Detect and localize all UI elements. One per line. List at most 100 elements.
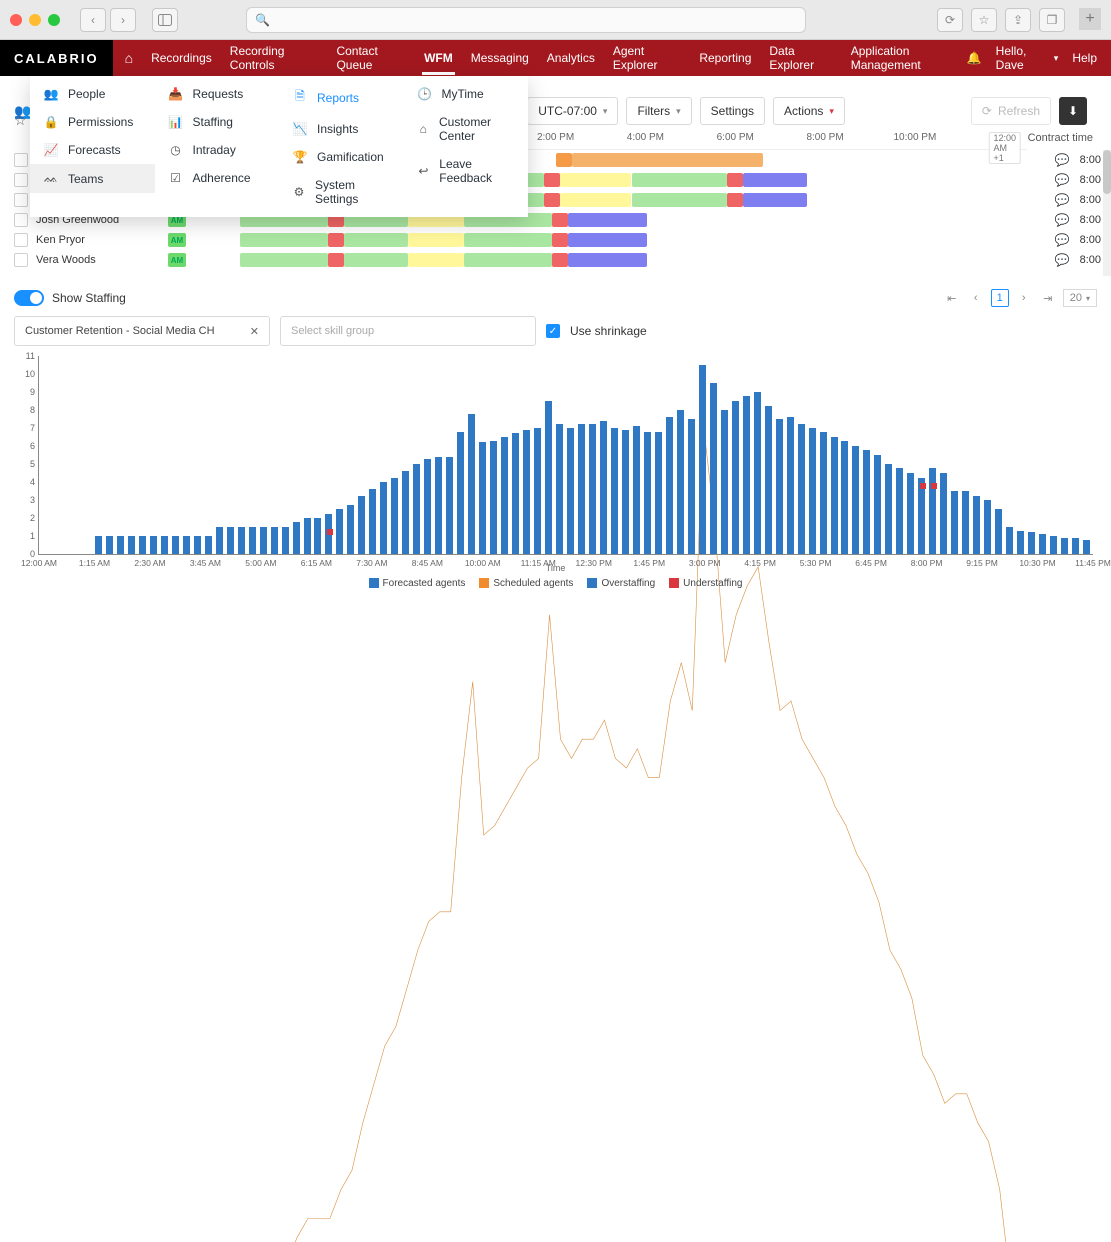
tabs-button[interactable]: ❐ xyxy=(1039,8,1065,32)
pager-last-button[interactable]: ⇥ xyxy=(1039,289,1057,307)
submenu-item-permissions[interactable]: 🔒Permissions xyxy=(30,108,155,136)
use-shrinkage-checkbox[interactable]: ✓ xyxy=(546,324,560,338)
nav-item-data-explorer[interactable]: Data Explorer xyxy=(767,34,834,82)
schedule-segment[interactable] xyxy=(552,253,568,267)
schedule-segment[interactable] xyxy=(544,193,560,207)
schedule-segment[interactable] xyxy=(544,173,560,187)
schedule-segment[interactable] xyxy=(560,173,632,187)
schedule-segment[interactable] xyxy=(632,173,728,187)
minimize-window-icon[interactable] xyxy=(29,14,41,26)
schedule-segment[interactable] xyxy=(408,233,464,247)
pager-prev-button[interactable]: ‹ xyxy=(967,289,985,307)
settings-button[interactable]: Settings xyxy=(700,97,765,125)
submenu-item-reports[interactable]: 🗎Reports xyxy=(279,80,404,115)
schedule-segment[interactable] xyxy=(727,173,743,187)
sidebar-toggle-button[interactable] xyxy=(152,8,178,32)
pager-page-1[interactable]: 1 xyxy=(991,289,1009,307)
nav-item-recordings[interactable]: Recordings xyxy=(149,41,214,75)
submenu-item-requests[interactable]: 📥Requests xyxy=(155,80,280,108)
submenu-item-people[interactable]: 👥People xyxy=(30,80,155,108)
nav-item-contact-queue[interactable]: Contact Queue xyxy=(334,34,408,82)
filters-button[interactable]: Filters ▾ xyxy=(626,97,691,125)
schedule-segment[interactable] xyxy=(743,193,807,207)
schedule-segment[interactable] xyxy=(552,213,568,227)
maximize-window-icon[interactable] xyxy=(48,14,60,26)
nav-item-wfm[interactable]: WFM xyxy=(422,41,455,75)
pager-first-button[interactable]: ⇤ xyxy=(943,289,961,307)
nav-item-application-management[interactable]: Application Management xyxy=(849,34,967,82)
agent-checkbox[interactable] xyxy=(14,173,28,187)
nav-item-recording-controls[interactable]: Recording Controls xyxy=(228,34,321,82)
browser-forward-button[interactable]: › xyxy=(110,8,136,32)
schedule-segment[interactable] xyxy=(240,253,328,267)
pager-next-button[interactable]: › xyxy=(1015,289,1033,307)
schedule-segment[interactable] xyxy=(568,233,648,247)
schedule-segment[interactable] xyxy=(568,253,648,267)
nav-item-analytics[interactable]: Analytics xyxy=(545,41,597,75)
agent-schedule-track[interactable] xyxy=(232,252,1031,268)
address-bar[interactable]: 🔍 xyxy=(246,7,806,33)
submenu-item-customer-center[interactable]: ⌂Customer Center xyxy=(404,108,529,150)
submenu-item-staffing[interactable]: 📊Staffing xyxy=(155,108,280,136)
agent-checkbox[interactable] xyxy=(14,253,28,267)
note-icon[interactable]: 💬 xyxy=(1055,173,1070,187)
schedule-segment[interactable] xyxy=(344,253,408,267)
schedule-segment[interactable] xyxy=(328,233,344,247)
show-staffing-toggle[interactable] xyxy=(14,290,44,306)
actions-button[interactable]: Actions ▾ xyxy=(773,97,845,125)
submenu-item-mytime[interactable]: 🕒MyTime xyxy=(404,80,529,108)
skill-chip[interactable]: Customer Retention - Social Media CH ✕ xyxy=(14,316,270,346)
schedule-segment[interactable] xyxy=(328,253,344,267)
bookmark-button[interactable]: ☆ xyxy=(971,8,997,32)
nav-home-icon[interactable]: ⌂ xyxy=(123,40,135,76)
schedule-segment[interactable] xyxy=(344,233,408,247)
export-button[interactable]: ⬇ xyxy=(1059,97,1087,125)
submenu-item-leave-feedback[interactable]: ↩Leave Feedback xyxy=(404,150,529,192)
brand-logo[interactable]: CALABRIO xyxy=(0,40,113,76)
schedule-segment[interactable] xyxy=(408,253,464,267)
agent-row[interactable]: Ken PryorAM💬8:00 xyxy=(14,230,1101,250)
agent-checkbox[interactable] xyxy=(14,153,28,167)
submenu-item-adherence[interactable]: ☑Adherence xyxy=(155,164,280,192)
scrollbar-thumb[interactable] xyxy=(1103,150,1111,194)
submenu-item-gamification[interactable]: 🏆Gamification xyxy=(279,143,404,171)
agent-schedule-track[interactable] xyxy=(232,232,1031,248)
close-window-icon[interactable] xyxy=(10,14,22,26)
submenu-item-teams[interactable]: ᨐTeams xyxy=(30,164,155,193)
submenu-item-insights[interactable]: 📉Insights xyxy=(279,115,404,143)
browser-back-button[interactable]: ‹ xyxy=(80,8,106,32)
schedule-segment[interactable] xyxy=(572,153,764,167)
schedule-segment[interactable] xyxy=(568,213,648,227)
skill-group-input[interactable]: Select skill group xyxy=(280,316,536,346)
nav-item-agent-explorer[interactable]: Agent Explorer xyxy=(611,34,684,82)
note-icon[interactable]: 💬 xyxy=(1055,213,1070,227)
note-icon[interactable]: 💬 xyxy=(1055,253,1070,267)
agent-checkbox[interactable] xyxy=(14,233,28,247)
schedule-segment[interactable] xyxy=(727,193,743,207)
schedule-segment[interactable] xyxy=(240,233,328,247)
schedule-segment[interactable] xyxy=(556,153,572,167)
agent-row[interactable]: Vera WoodsAM💬8:00 xyxy=(14,250,1101,270)
close-icon[interactable]: ✕ xyxy=(250,325,259,338)
nav-item-messaging[interactable]: Messaging xyxy=(469,41,531,75)
reload-button[interactable]: ⟳ xyxy=(937,8,963,32)
note-icon[interactable]: 💬 xyxy=(1055,233,1070,247)
schedule-segment[interactable] xyxy=(464,233,552,247)
new-tab-button[interactable]: + xyxy=(1079,8,1101,30)
schedule-segment[interactable] xyxy=(560,193,632,207)
help-link[interactable]: Help xyxy=(1072,51,1097,65)
note-icon[interactable]: 💬 xyxy=(1055,153,1070,167)
note-icon[interactable]: 💬 xyxy=(1055,193,1070,207)
pager-size[interactable]: 20 ▾ xyxy=(1063,289,1097,307)
notifications-icon[interactable]: 🔔 xyxy=(967,51,982,65)
agent-checkbox[interactable] xyxy=(14,193,28,207)
favorite-icon[interactable]: ☆ xyxy=(14,112,27,129)
timezone-dropdown[interactable]: UTC-07:00 ▾ xyxy=(527,97,618,125)
scrollbar[interactable] xyxy=(1103,150,1111,276)
nav-item-reporting[interactable]: Reporting xyxy=(697,41,753,75)
refresh-button[interactable]: ⟳ Refresh xyxy=(971,97,1051,125)
submenu-item-system-settings[interactable]: ⚙System Settings xyxy=(279,171,404,213)
schedule-segment[interactable] xyxy=(464,253,552,267)
schedule-segment[interactable] xyxy=(743,173,807,187)
submenu-item-intraday[interactable]: ◷Intraday xyxy=(155,136,280,164)
